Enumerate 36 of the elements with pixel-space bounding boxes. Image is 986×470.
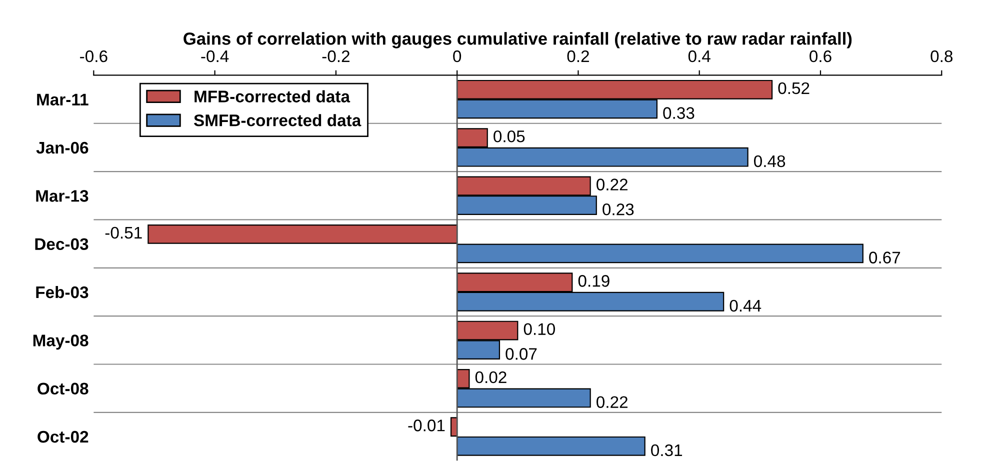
data-label: -0.51 [105,226,142,239]
x-tick-label: -0.4 [201,50,229,62]
x-tick-label: 0 [453,50,462,62]
y-tick-label: Dec-03 [35,238,88,250]
y-tick-label: Feb-03 [36,286,88,298]
data-label: 0.02 [475,371,506,384]
y-tick-label: May-08 [33,334,88,350]
data-label: 0.10 [524,323,555,335]
legend-label: SMFB-corrected data [194,114,362,126]
y-tick-label: Jan-06 [36,142,88,154]
y-tick-label: Oct-08 [38,382,88,395]
data-label: 0.33 [663,107,694,119]
legend-label: MFB-corrected data [194,90,350,102]
x-tick-label: 0.8 [930,50,952,62]
x-tick-label: 0.2 [567,50,589,62]
x-tick-label: -0.6 [80,50,108,62]
y-tick-label: Mar-13 [36,190,88,202]
y-tick-label: Oct-02 [38,430,88,443]
data-label: 0.44 [730,300,762,312]
x-tick-label: -0.2 [322,50,350,62]
data-label: 0.23 [602,204,634,216]
data-label: 0.22 [596,396,628,408]
chart-title: Gains of correlation with gauges cumulative rainfall (relative to raw radar rainfall) [184,32,852,48]
data-label: 0.07 [506,348,537,360]
x-tick-label: 0.6 [810,50,832,62]
data-label: 0.52 [778,82,810,94]
data-label: 0.31 [651,444,682,456]
data-label: 0.67 [869,252,900,264]
data-label: 0.22 [596,178,628,190]
data-label: -0.01 [408,420,445,432]
y-tick-label: Mar-11 [37,94,88,106]
x-tick-label: 0.4 [688,50,710,62]
data-label: 0.05 [494,130,525,142]
bar [456,436,646,456]
data-label: 0.48 [754,155,786,168]
data-label: 0.19 [578,275,610,287]
